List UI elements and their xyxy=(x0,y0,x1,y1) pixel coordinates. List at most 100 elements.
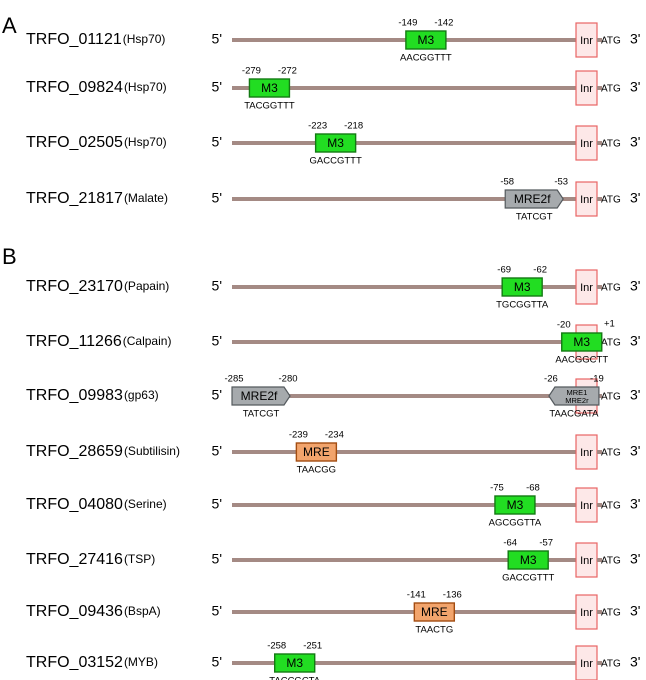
motif-start-position: -223 xyxy=(308,121,327,132)
motif-start-position: -279 xyxy=(242,66,261,77)
three-prime-label: 3' xyxy=(630,333,640,349)
five-prime-label: 5' xyxy=(212,443,222,459)
three-prime-label: 3' xyxy=(630,496,640,512)
motif-start-position: -258 xyxy=(267,641,286,652)
motif-end-position: -57 xyxy=(539,538,553,549)
inr-label: Inr xyxy=(580,194,593,206)
motif-start-position: -285 xyxy=(225,374,244,385)
gene-id: TRFO_28659 xyxy=(26,443,123,460)
m3-motif-box xyxy=(405,30,447,50)
gene-label: TRFO_11266(Calpain) xyxy=(26,333,171,350)
motif-label: M3 xyxy=(261,81,278,95)
gene-annotation: (Papain) xyxy=(124,279,169,293)
motif-sequence: AACGGCTT xyxy=(555,355,608,366)
motif-sequence: TATCGT xyxy=(243,409,280,420)
gene-annotation: (TSP) xyxy=(124,552,155,566)
three-prime-label: 3' xyxy=(630,31,640,47)
gene-id: TRFO_27416 xyxy=(26,551,123,568)
motif-sequence: GACCGTTT xyxy=(310,156,362,167)
inr-label: Inr xyxy=(580,282,593,294)
motif-label: M3 xyxy=(507,498,524,512)
atg-label: ATG xyxy=(601,36,621,47)
motif-start-position: -58 xyxy=(500,177,514,188)
gene-id: TRFO_03152 xyxy=(26,654,123,671)
motif-sequence: GACCGTTT xyxy=(502,573,554,584)
inr-label: Inr xyxy=(580,658,593,670)
motif-sequence: TACCGCTA xyxy=(269,676,321,680)
motif-sequence: AGCGGTTA xyxy=(489,518,542,529)
gene-id: TRFO_21817 xyxy=(26,190,123,207)
three-prime-label: 3' xyxy=(630,551,640,567)
gene-row: TRFO_09983(gp63)5'InrATG3'MRE2f-285-280T… xyxy=(26,374,640,420)
inr-label: Inr xyxy=(580,555,593,567)
motif-sequence: TAACGATA xyxy=(549,409,599,420)
motif: M3-64 -57 GACCGTTT xyxy=(502,538,554,584)
three-prime-label: 3' xyxy=(630,190,640,206)
gene-row: TRFO_09824(Hsp70) 5' Inr ATG 3' M3-279 -272 TAC… xyxy=(26,66,640,112)
inr-label: Inr xyxy=(580,607,593,619)
atg-label: ATG xyxy=(601,608,621,619)
five-prime-label: 5' xyxy=(212,496,222,512)
motif-start-position: -239 xyxy=(289,430,308,441)
gene-row: TRFO_04080(Serine) 5' Inr ATG 3' M3-75 -68 AGCG… xyxy=(26,483,640,529)
motif-sequence: TACGGTTT xyxy=(244,101,295,112)
five-prime-label: 5' xyxy=(212,551,222,567)
mre-motif-box xyxy=(413,602,456,622)
motif-label-line2: MRE2r xyxy=(565,396,589,405)
atg-label: ATG xyxy=(601,659,621,670)
panel-label: A xyxy=(2,13,17,38)
motif: M3-149 -142 AACGGTTT xyxy=(398,18,453,64)
motif-label: MRE xyxy=(303,445,330,459)
five-prime-label: 5' xyxy=(212,654,222,670)
motif-label: M3 xyxy=(573,335,590,349)
five-prime-label: 5' xyxy=(212,278,222,294)
gene-annotation: (Hsp70) xyxy=(124,135,167,149)
motif-start-position: -149 xyxy=(398,18,417,29)
gene-row: TRFO_03152(MYB) 5' Inr ATG 3' M3-258 -251 TACCG… xyxy=(26,641,640,680)
motif-end-position: -234 xyxy=(325,430,344,441)
three-prime-label: 3' xyxy=(630,278,640,294)
gene-label: TRFO_02505(Hsp70) xyxy=(26,134,167,151)
three-prime-label: 3' xyxy=(630,387,640,403)
gene-row: TRFO_09436(BspA) 5' Inr ATG 3' MRE -141 -136 TAA… xyxy=(26,590,640,636)
motif-start-position: -141 xyxy=(407,590,426,601)
motif: M3-69 -62 TGCGGTTA xyxy=(496,265,549,311)
gene-annotation: (Malate) xyxy=(124,191,168,205)
m3-motif-box xyxy=(501,277,543,297)
motif-end-position: -19 xyxy=(590,374,604,385)
gene-label: TRFO_09824(Hsp70) xyxy=(26,79,167,96)
atg-label: ATG xyxy=(601,448,621,459)
gene-annotation: (Hsp70) xyxy=(123,32,166,46)
motif-start-position: -26 xyxy=(544,374,558,385)
motif: MRE2f-58 -53 TATCGT xyxy=(500,177,568,223)
gene-id: TRFO_11266 xyxy=(26,333,122,350)
five-prime-label: 5' xyxy=(212,31,222,47)
motif-end-position: -53 xyxy=(554,177,568,188)
tss-label: +1 xyxy=(604,319,615,330)
gene-annotation: (BspA) xyxy=(124,604,161,618)
motif-label: M3 xyxy=(520,553,537,567)
atg-label: ATG xyxy=(601,392,621,403)
gene-annotation: (MYB) xyxy=(124,655,158,669)
motif: M3-258 -251 TACCGCTA xyxy=(267,641,322,680)
motif-label: M3 xyxy=(286,656,303,670)
gene-id: TRFO_02505 xyxy=(26,134,123,151)
motif-sequence: AACGGTTT xyxy=(400,53,452,64)
motif: M3-279 -272 TACGGTTT xyxy=(242,66,297,112)
three-prime-label: 3' xyxy=(630,443,640,459)
gene-annotation: (Serine) xyxy=(124,497,167,511)
gene-annotation: (Subtilisin) xyxy=(124,444,180,458)
motif-label: MRE2f xyxy=(241,389,278,403)
motif-end-position: -218 xyxy=(344,121,363,132)
gene-id: TRFO_09824 xyxy=(26,79,123,96)
gene-annotation: (Calpain) xyxy=(123,334,172,348)
mre2f-motif-arrow xyxy=(231,386,291,406)
motif-end-position: -280 xyxy=(279,374,298,385)
m3-motif-box xyxy=(494,495,536,515)
three-prime-label: 3' xyxy=(630,603,640,619)
m3-motif-box xyxy=(561,332,603,352)
motif-label: MRE2f xyxy=(514,192,551,206)
motif-sequence: TATCGT xyxy=(516,212,553,223)
